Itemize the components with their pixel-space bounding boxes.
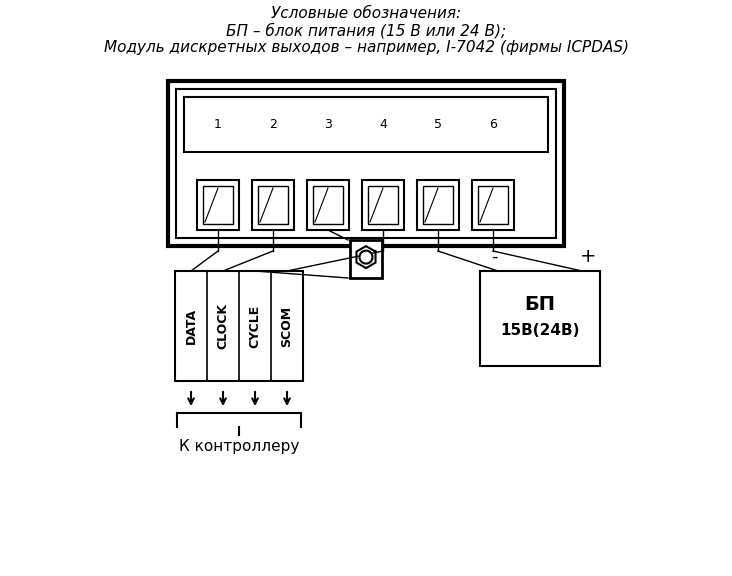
Bar [258, 186, 288, 224]
Bar [176, 89, 556, 238]
Text: +: + [580, 248, 597, 267]
Text: 4: 4 [379, 118, 387, 131]
Bar [362, 180, 404, 230]
Bar [184, 97, 548, 152]
Text: БП – блок питания (15 В или 24 В);: БП – блок питания (15 В или 24 В); [226, 23, 506, 39]
Text: DATA: DATA [184, 308, 198, 344]
Text: БП: БП [525, 295, 556, 314]
Text: 15В(24В): 15В(24В) [500, 323, 580, 338]
Bar [197, 180, 239, 230]
Bar [417, 180, 459, 230]
Polygon shape [356, 246, 376, 268]
Bar [203, 186, 233, 224]
Bar [480, 271, 600, 366]
Text: 5: 5 [434, 118, 442, 131]
Bar [350, 240, 382, 278]
Text: 1: 1 [214, 118, 222, 131]
Bar [423, 186, 453, 224]
Text: 2: 2 [269, 118, 277, 131]
Text: 6: 6 [489, 118, 497, 131]
Bar [313, 186, 343, 224]
Bar [175, 271, 303, 381]
Text: SCOM: SCOM [280, 305, 294, 347]
Text: 3: 3 [324, 118, 332, 131]
Text: CYCLE: CYCLE [248, 304, 261, 348]
Bar [307, 180, 349, 230]
Bar [472, 180, 514, 230]
Text: К контроллеру: К контроллеру [179, 439, 299, 454]
Text: CLOCK: CLOCK [217, 303, 230, 349]
Bar [478, 186, 508, 224]
Text: -: - [490, 248, 497, 266]
Bar [368, 186, 398, 224]
Text: Условные обозначения:: Условные обозначения: [271, 6, 461, 21]
Circle shape [359, 251, 373, 264]
Text: Модуль дискретных выходов – например, I-7042 (фирмы ICPDAS): Модуль дискретных выходов – например, I-… [103, 40, 629, 55]
Bar [168, 81, 564, 246]
Bar [252, 180, 294, 230]
